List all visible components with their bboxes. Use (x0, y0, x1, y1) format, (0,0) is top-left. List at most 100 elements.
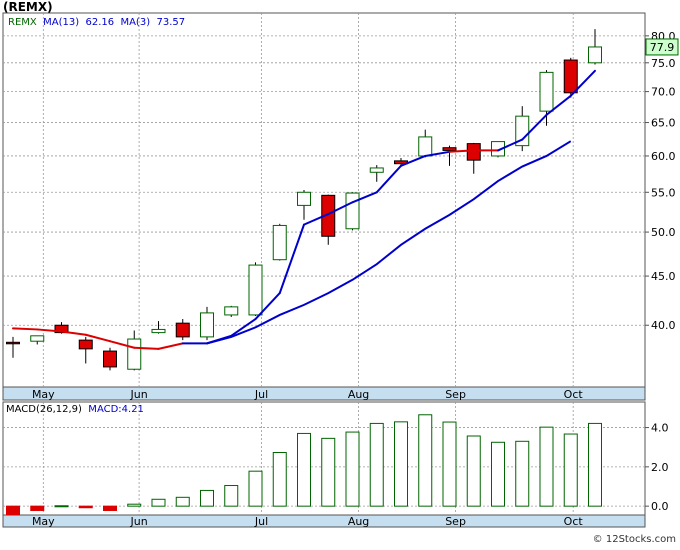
ma3-segment (254, 292, 281, 321)
macd-bar (224, 485, 239, 507)
macd-bar (418, 414, 433, 507)
price-x-tick-label: Jul (254, 388, 268, 401)
ma3-segment (375, 164, 402, 194)
ma3-segment (569, 69, 596, 97)
macd-bar (515, 440, 530, 507)
price-y-tick-label: 60.0 (651, 150, 676, 163)
macd-y-tick-label: 2.0 (651, 461, 669, 474)
ma3-segment (84, 333, 111, 343)
price-y-tick-label: 40.0 (651, 319, 676, 332)
ma3-segment (109, 340, 136, 349)
price-x-tick-label: Aug (348, 388, 369, 401)
candle-up (151, 328, 166, 334)
macd-bar (30, 505, 45, 511)
legend-item: MA(13) (37, 17, 79, 28)
ma3-segment (497, 138, 524, 152)
macd-x-tick-label: May (32, 515, 55, 528)
last-price-box (645, 38, 679, 56)
ma3-segment (327, 201, 354, 216)
price-x-tick-label: Jun (130, 388, 148, 401)
ma3-segment (545, 94, 572, 116)
macd-y-tick-label: 0.0 (651, 500, 669, 513)
macd-bar (539, 426, 554, 507)
legend-item: MACD:4.21 (82, 404, 144, 415)
candle-down (321, 194, 336, 237)
price-y-tick-label: 55.0 (651, 186, 676, 199)
ma13-line (206, 140, 572, 345)
last-price-label: 77.9 (650, 41, 675, 54)
candle-up (272, 224, 287, 261)
macd-bar (491, 441, 505, 507)
candle-up (491, 141, 505, 157)
ma3-segment (448, 149, 475, 153)
ma3-segment (424, 150, 451, 157)
ma3-segment (521, 113, 548, 141)
candle-up (369, 167, 384, 173)
macd-x-tick-label: Jun (130, 515, 148, 528)
macd-bar (563, 433, 578, 507)
macd-bar (54, 505, 69, 508)
price-x-tick-label: Oct (564, 388, 584, 401)
candle-down (442, 147, 457, 151)
legend-item: 62.16 (79, 17, 114, 28)
macd-bar (272, 452, 287, 507)
macd-x-tick-label: Aug (348, 515, 369, 528)
price-x-tick-label: Sep (445, 388, 466, 401)
candle-down (563, 59, 578, 94)
macd-bar (442, 421, 457, 507)
legend-item: MACD(26,12,9) (6, 404, 82, 415)
ma3-segment (230, 318, 257, 337)
macd-x-tick-label: Oct (564, 515, 584, 528)
macd-x-tick-label: Jul (254, 515, 268, 528)
ma3-segment (206, 334, 233, 345)
legend-item: 73.57 (150, 17, 185, 28)
ma3-segment (351, 191, 378, 204)
macd-bar (175, 496, 190, 507)
candle-up (345, 192, 360, 230)
candle-down (175, 322, 190, 338)
macd-bar (200, 489, 214, 507)
price-y-tick-label: 65.0 (651, 117, 676, 130)
candle-up (588, 46, 602, 64)
macd-bar (297, 432, 311, 507)
price-date-band (2, 386, 646, 401)
ma3-segment (400, 154, 427, 167)
macd-bar (466, 435, 481, 507)
candle-up (200, 312, 214, 338)
macd-legend: MACD(26,12,9) MACD:4.21 (6, 404, 144, 415)
macd-bar (6, 505, 20, 516)
candle-up (30, 335, 45, 342)
price-x-tick-label: May (32, 388, 55, 401)
ma3-segment (12, 327, 39, 331)
candle-up (297, 191, 311, 206)
macd-bar (78, 505, 93, 509)
macd-bar (321, 437, 336, 507)
candle-up (539, 71, 554, 112)
ma3-segment (303, 213, 330, 226)
price-legend: REMX MA(13) 62.16 MA(3) 73.57 (8, 17, 185, 28)
macd-y-tick-label: 4.0 (651, 422, 669, 435)
candle-up (515, 115, 530, 147)
candle-down (54, 324, 69, 334)
macd-bar (151, 498, 166, 507)
legend-item: MA(3) (114, 17, 150, 28)
macd-bar (369, 422, 384, 507)
price-y-tick-label: 45.0 (651, 270, 676, 283)
ma3-segment (278, 223, 305, 295)
macd-bar (127, 503, 142, 507)
ma3-segment (157, 342, 184, 350)
candle-up (127, 338, 142, 370)
ma3-segment (36, 328, 63, 333)
macd-date-band (2, 514, 646, 528)
price-y-tick-label: 70.0 (651, 86, 676, 99)
macd-bar (103, 505, 117, 511)
chart-title: (REMX) (3, 0, 53, 14)
macd-bar (588, 422, 602, 507)
macd-bar (248, 470, 263, 507)
price-y-tick-label: 75.0 (651, 57, 676, 70)
candle-down (6, 341, 20, 345)
candle-down (103, 350, 117, 368)
macd-x-tick-label: Sep (445, 515, 466, 528)
